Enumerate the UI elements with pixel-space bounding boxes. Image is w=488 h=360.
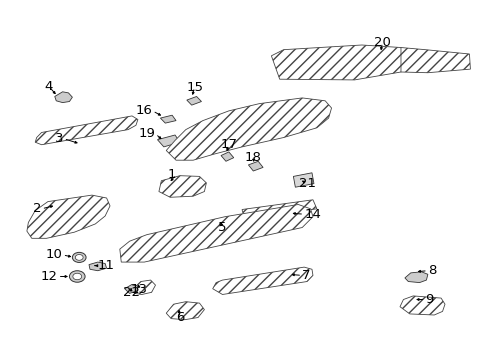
Polygon shape — [120, 204, 312, 262]
Text: 21: 21 — [298, 177, 315, 190]
Polygon shape — [159, 176, 206, 197]
Polygon shape — [133, 280, 155, 294]
Polygon shape — [160, 115, 176, 123]
Text: 12: 12 — [41, 270, 58, 283]
Text: 4: 4 — [44, 80, 53, 93]
Polygon shape — [166, 302, 204, 320]
Polygon shape — [35, 116, 138, 145]
Text: 15: 15 — [186, 81, 203, 94]
Polygon shape — [157, 135, 180, 147]
Polygon shape — [293, 173, 313, 187]
Polygon shape — [242, 200, 316, 219]
Polygon shape — [55, 92, 72, 103]
Polygon shape — [212, 267, 312, 294]
Text: 17: 17 — [220, 138, 237, 151]
Text: 20: 20 — [373, 36, 390, 49]
Text: 10: 10 — [45, 248, 62, 261]
Polygon shape — [399, 296, 444, 315]
Text: 22: 22 — [122, 286, 139, 299]
Text: 13: 13 — [131, 283, 147, 296]
Text: 11: 11 — [98, 259, 115, 272]
Text: 6: 6 — [175, 311, 184, 324]
Text: 7: 7 — [302, 269, 310, 282]
Text: 1: 1 — [167, 168, 176, 181]
Polygon shape — [89, 262, 106, 271]
Polygon shape — [27, 195, 110, 238]
Circle shape — [69, 271, 85, 282]
Text: 14: 14 — [304, 208, 321, 221]
Polygon shape — [124, 284, 138, 293]
Text: 18: 18 — [244, 151, 261, 164]
Polygon shape — [248, 161, 263, 171]
Text: 16: 16 — [135, 104, 152, 117]
Text: 5: 5 — [218, 221, 226, 234]
Polygon shape — [166, 98, 331, 160]
Text: 2: 2 — [33, 202, 41, 215]
Circle shape — [73, 273, 81, 280]
Polygon shape — [271, 45, 405, 80]
Text: 8: 8 — [427, 264, 435, 277]
Text: 19: 19 — [138, 127, 155, 140]
Text: 9: 9 — [425, 293, 433, 306]
Polygon shape — [404, 272, 427, 283]
Polygon shape — [186, 96, 201, 105]
Text: 3: 3 — [55, 132, 63, 145]
Polygon shape — [400, 48, 469, 73]
Circle shape — [75, 255, 83, 260]
Circle shape — [72, 252, 86, 262]
Polygon shape — [221, 152, 233, 161]
